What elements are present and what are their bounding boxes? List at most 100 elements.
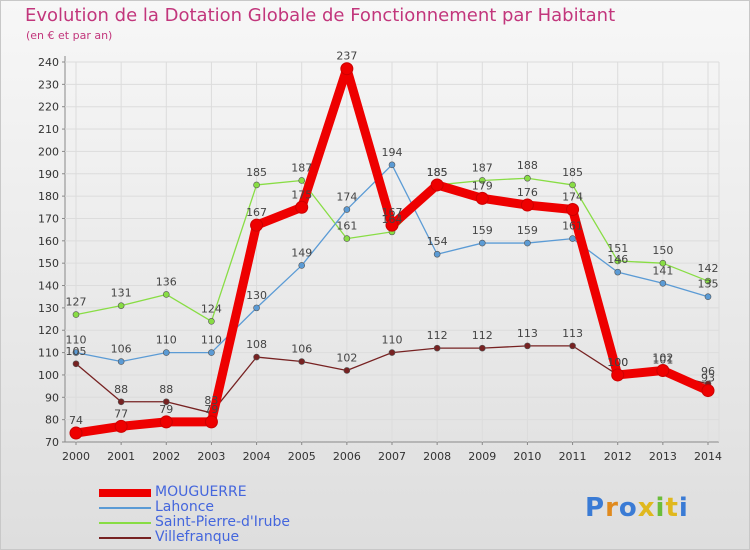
y-tick-label: 200	[38, 145, 59, 158]
x-tick-label: 2014	[694, 450, 722, 463]
data-point	[478, 344, 486, 352]
data-label: 237	[336, 50, 357, 63]
data-point	[162, 291, 170, 298]
data-label: 149	[291, 246, 312, 259]
data-label: 176	[517, 186, 538, 199]
data-label: 179	[472, 179, 493, 192]
legend-swatch	[99, 507, 151, 509]
x-tick-label: 2005	[288, 450, 316, 463]
data-label: 146	[607, 253, 628, 266]
x-tick-label: 2006	[333, 450, 361, 463]
data-point	[524, 342, 531, 350]
data-point	[524, 174, 531, 182]
data-point	[614, 268, 622, 276]
data-label: 106	[111, 343, 132, 356]
data-label: 187	[472, 161, 493, 174]
y-tick-label: 210	[38, 123, 59, 136]
data-point	[114, 419, 128, 433]
data-point	[478, 239, 486, 247]
data-label: 185	[427, 166, 448, 179]
data-point	[475, 191, 489, 205]
y-tick-label: 160	[38, 235, 59, 248]
data-point	[204, 415, 218, 429]
logo-letter: t	[665, 493, 679, 523]
data-point	[659, 259, 667, 267]
logo-letter: i	[655, 493, 666, 523]
data-point	[117, 302, 125, 309]
data-point	[343, 367, 351, 374]
data-label: 100	[607, 356, 628, 369]
data-point	[253, 304, 260, 312]
data-label: 194	[382, 146, 403, 159]
data-point	[72, 311, 80, 318]
y-tick-label: 140	[38, 280, 59, 293]
data-point	[656, 363, 670, 377]
data-label: 96	[701, 365, 715, 378]
x-tick-label: 2008	[423, 450, 451, 463]
x-tick-label: 2010	[513, 450, 541, 463]
data-label: 79	[204, 403, 218, 416]
data-point	[659, 279, 667, 287]
data-label: 105	[66, 345, 87, 358]
data-label: 127	[66, 296, 87, 309]
data-label: 135	[698, 278, 719, 291]
data-label: 100	[607, 356, 628, 369]
data-point	[433, 250, 441, 258]
legend-swatch	[99, 489, 151, 497]
legend-label: Villefranque	[155, 529, 240, 545]
data-label: 187	[291, 161, 312, 174]
data-point	[253, 181, 260, 189]
data-point	[385, 218, 399, 232]
data-label: 154	[427, 235, 448, 248]
x-tick-label: 2002	[152, 450, 180, 463]
data-label: 167	[382, 206, 403, 219]
data-label: 102	[652, 351, 673, 364]
data-point	[343, 206, 351, 213]
x-tick-label: 2007	[378, 450, 406, 463]
data-point	[569, 235, 576, 242]
data-point	[298, 262, 306, 269]
data-label: 150	[652, 244, 673, 257]
data-label: 185	[562, 166, 583, 179]
data-label: 174	[562, 191, 583, 204]
data-label: 136	[156, 275, 177, 288]
data-label: 108	[246, 338, 267, 351]
data-point	[569, 181, 576, 189]
proxiti-logo: Proxiti	[585, 493, 689, 523]
data-point	[208, 317, 215, 325]
x-tick-label: 2004	[243, 450, 271, 463]
data-label: 185	[427, 166, 448, 179]
legend-label: Saint-Pierre-d'Irube	[155, 514, 291, 530]
data-label: 77	[114, 407, 128, 420]
data-point	[478, 177, 486, 184]
data-label: 110	[66, 334, 87, 347]
x-tick-label: 2003	[197, 450, 225, 463]
x-tick-label: 2011	[559, 450, 587, 463]
chart-subtitle: (en € et par an)	[26, 29, 113, 42]
data-label: 102	[336, 351, 357, 364]
data-point	[704, 277, 712, 285]
data-label: 110	[382, 334, 403, 347]
data-point	[250, 218, 264, 232]
data-label: 110	[156, 334, 177, 347]
data-point	[701, 384, 715, 398]
y-tick-label: 230	[38, 78, 59, 91]
data-point	[298, 177, 306, 184]
data-point	[253, 353, 260, 361]
legend-label: MOUGUERRE	[155, 484, 247, 500]
data-point	[388, 349, 396, 356]
data-label: 151	[607, 242, 628, 255]
legend-label: Lahonce	[155, 499, 215, 515]
data-label: 88	[159, 383, 173, 396]
data-point	[162, 398, 170, 406]
data-point	[704, 293, 712, 301]
logo-letter: o	[618, 493, 638, 523]
data-label: 185	[246, 166, 267, 179]
data-label: 79	[159, 403, 173, 416]
data-point	[117, 358, 125, 365]
x-tick-label: 2001	[107, 450, 135, 463]
y-tick-label: 130	[38, 302, 59, 315]
data-label: 130	[246, 289, 267, 302]
data-point	[72, 360, 80, 368]
